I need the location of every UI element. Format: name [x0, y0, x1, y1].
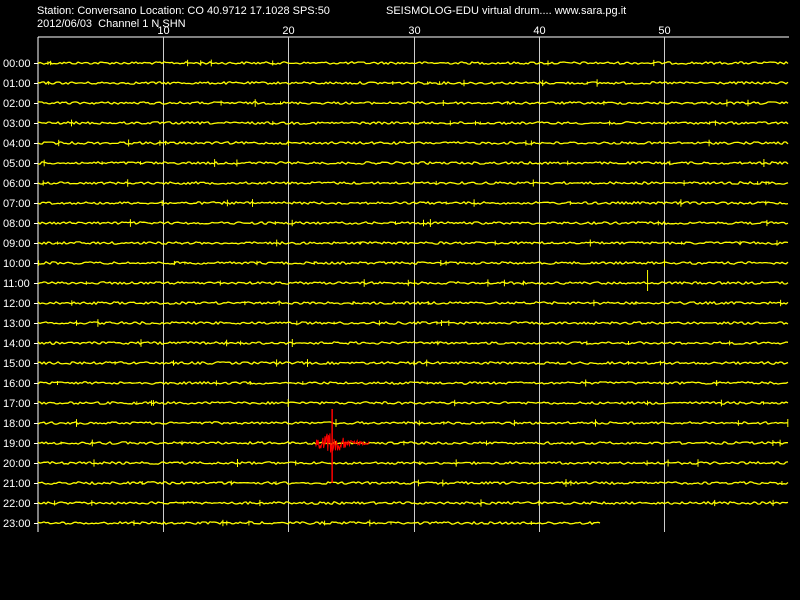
- hour-label: 05:00: [3, 158, 31, 170]
- hour-label: 17:00: [3, 398, 31, 410]
- seismic-trace: [37, 460, 789, 466]
- seismic-trace: [37, 300, 789, 306]
- seismic-trace: [37, 520, 601, 526]
- hour-label: 11:00: [3, 278, 30, 290]
- seismic-trace: [37, 360, 789, 366]
- seismic-trace: [37, 260, 789, 266]
- seismic-trace: [37, 160, 789, 166]
- seismic-trace: [37, 100, 789, 105]
- hour-label: 07:00: [3, 198, 31, 210]
- hour-label: 15:00: [3, 358, 31, 370]
- seismic-trace: [37, 140, 789, 145]
- seismic-trace: [37, 220, 789, 226]
- seismic-trace: [37, 240, 789, 246]
- minute-tick-label: 10: [157, 25, 169, 37]
- minute-tick-label: 40: [533, 25, 545, 37]
- seismic-trace: [38, 80, 789, 86]
- hour-label: 22:00: [3, 498, 31, 510]
- minute-tick-label: 30: [408, 25, 420, 37]
- hour-label: 16:00: [3, 378, 31, 390]
- seismic-trace: [37, 320, 789, 326]
- hour-label: 19:00: [3, 438, 31, 450]
- hour-label: 12:00: [3, 298, 31, 310]
- seismic-trace: [37, 180, 789, 186]
- earthquake-waveform: [315, 433, 370, 453]
- date-channel-info: 2012/06/03 Channel 1 N SHN: [37, 18, 186, 30]
- seismic-trace: [37, 60, 789, 66]
- hour-label: 18:00: [3, 418, 31, 430]
- hour-label: 06:00: [3, 178, 31, 190]
- seismic-trace: [37, 340, 789, 346]
- minute-tick-label: 50: [658, 25, 670, 37]
- hour-label: 08:00: [3, 218, 31, 230]
- hour-label: 03:00: [3, 118, 31, 130]
- seismic-trace: [37, 500, 789, 506]
- seismic-trace: [37, 380, 789, 386]
- seismic-trace: [37, 280, 789, 286]
- station-info: Station: Conversano Location: CO 40.9712…: [37, 5, 330, 17]
- seismic-trace: [37, 120, 789, 126]
- hour-label: 09:00: [3, 238, 31, 250]
- hour-label: 04:00: [3, 138, 31, 150]
- hour-label: 14:00: [3, 338, 31, 350]
- hour-label: 21:00: [3, 478, 31, 490]
- hour-label: 20:00: [3, 458, 31, 470]
- seismic-trace: [37, 420, 789, 425]
- app-credit: SEISMOLOG-EDU virtual drum.... www.sara.…: [386, 5, 627, 17]
- hour-label: 00:00: [3, 58, 31, 70]
- hour-label: 13:00: [3, 318, 31, 330]
- minute-tick-label: 20: [282, 25, 294, 37]
- hour-label: 02:00: [3, 98, 31, 110]
- hour-label: 23:00: [3, 518, 31, 530]
- seismic-trace: [38, 480, 789, 486]
- hour-label: 10:00: [3, 258, 31, 270]
- seismic-trace: [37, 400, 789, 406]
- hour-label: 01:00: [3, 78, 31, 90]
- seismic-trace: [37, 440, 789, 446]
- seismic-trace: [37, 200, 789, 206]
